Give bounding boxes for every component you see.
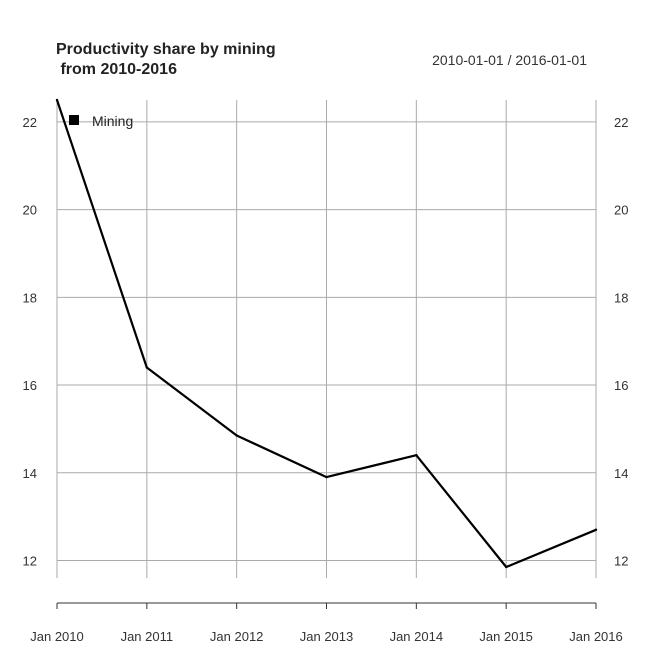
data-point <box>325 475 328 479</box>
y-tick-label-left: 14 <box>23 466 37 481</box>
x-tick-label: Jan 2014 <box>390 629 444 644</box>
y-tick-label-left: 12 <box>23 553 37 568</box>
data-point <box>504 565 508 569</box>
y-tick-label-left: 16 <box>23 378 37 393</box>
legend-label: Mining <box>92 113 133 129</box>
x-tick-label: Jan 2013 <box>300 629 354 644</box>
y-tick-label-right: 14 <box>614 466 628 481</box>
date-range-label: 2010-01-01 / 2016-01-01 <box>432 52 587 68</box>
y-tick-label-right: 18 <box>614 290 628 305</box>
y-tick-label-right: 20 <box>614 203 628 218</box>
y-tick-label-left: 22 <box>23 115 37 130</box>
data-point <box>235 434 238 437</box>
data-point <box>415 454 418 457</box>
y-tick-label-right: 16 <box>614 378 628 393</box>
data-point <box>145 366 149 369</box>
x-tick-label: Jan 2012 <box>210 629 264 644</box>
y-tick-label-right: 12 <box>614 553 628 568</box>
y-tick-label-left: 18 <box>23 290 37 305</box>
data-point <box>55 98 59 102</box>
x-tick-label: Jan 2010 <box>30 629 84 644</box>
legend-swatch <box>69 115 79 125</box>
y-tick-label-left: 20 <box>23 203 37 218</box>
data-point <box>594 528 598 531</box>
x-tick-label: Jan 2015 <box>479 629 533 644</box>
y-tick-label-right: 22 <box>614 115 628 130</box>
x-tick-label: Jan 2011 <box>121 629 174 644</box>
chart-title: Productivity share by mining from 2010-2… <box>56 41 276 78</box>
x-tick-label: Jan 2016 <box>569 629 623 644</box>
